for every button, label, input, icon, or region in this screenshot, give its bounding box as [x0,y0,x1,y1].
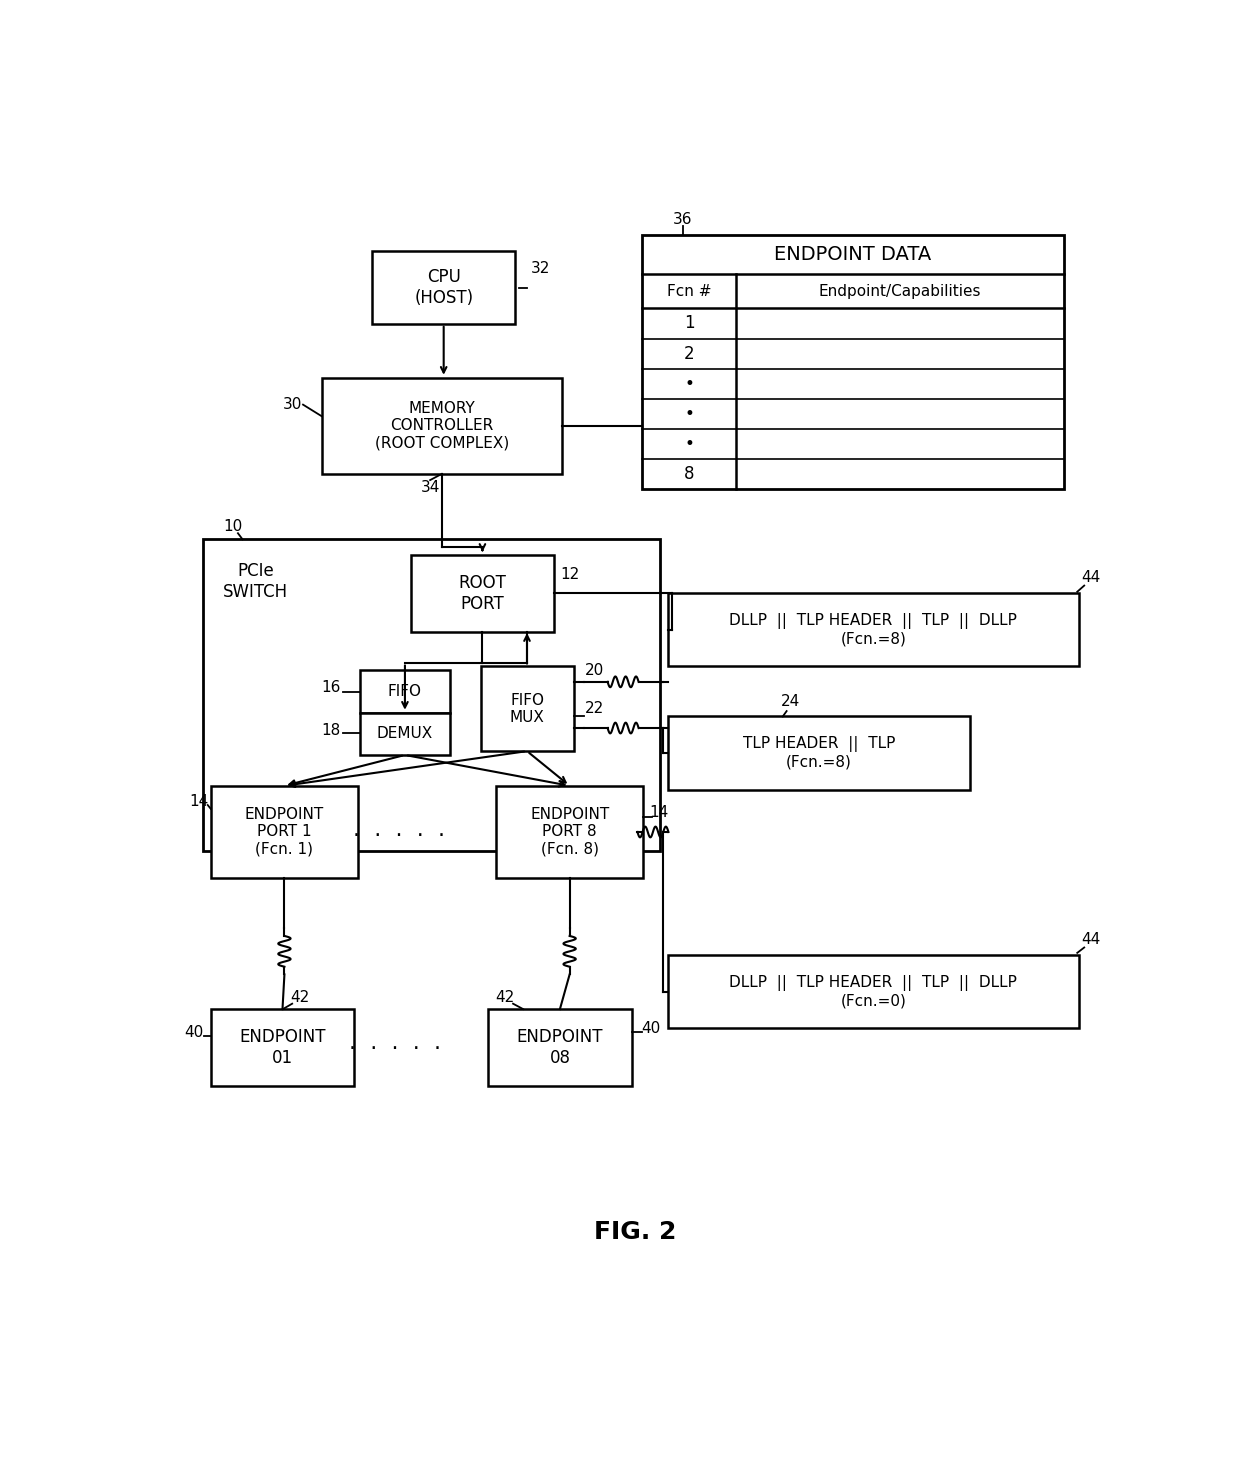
Bar [203,540,660,852]
Text: ENDPOINT
08: ENDPOINT 08 [517,1028,603,1066]
Text: 32: 32 [531,260,549,277]
Text: 42: 42 [496,989,515,1006]
Text: PCIe
SWITCH: PCIe SWITCH [223,562,289,600]
Bar [361,670,449,713]
Text: 10: 10 [223,519,242,534]
Bar [489,1009,631,1086]
Text: 20: 20 [585,663,604,677]
Bar [410,555,554,632]
Text: 44: 44 [1081,932,1101,947]
Text: 8: 8 [683,466,694,484]
Text: TLP HEADER  ||  TLP
(Fcn.=8): TLP HEADER || TLP (Fcn.=8) [743,737,895,769]
Text: FIFO
MUX: FIFO MUX [510,692,544,725]
Bar [211,785,358,879]
Bar [668,593,1079,667]
Text: 2: 2 [683,345,694,362]
Text: ENDPOINT
PORT 1
(Fcn. 1): ENDPOINT PORT 1 (Fcn. 1) [244,808,324,856]
Bar [642,235,1064,490]
Text: ENDPOINT DATA: ENDPOINT DATA [774,246,931,263]
Bar [481,667,573,751]
Bar [668,716,971,790]
Bar [211,1009,355,1086]
Text: 30: 30 [283,398,303,413]
Text: 16: 16 [321,680,341,695]
Text: •: • [684,405,694,423]
Text: 18: 18 [321,723,341,738]
Text: Endpoint/Capabilities: Endpoint/Capabilities [818,284,981,299]
Text: DLLP  ||  TLP HEADER  ||  TLP  ||  DLLP
(Fcn.=0): DLLP || TLP HEADER || TLP || DLLP (Fcn.=… [729,975,1017,1009]
Text: 22: 22 [585,701,604,716]
Text: 1: 1 [683,315,694,333]
Bar [372,250,516,324]
Text: MEMORY
CONTROLLER
(ROOT COMPLEX): MEMORY CONTROLLER (ROOT COMPLEX) [374,401,508,451]
Text: •: • [684,374,694,393]
Text: 40: 40 [184,1025,203,1040]
Text: 14: 14 [190,794,208,809]
Text: FIG. 2: FIG. 2 [594,1220,677,1244]
Text: ·  ·  ·  ·  ·: · · · · · [353,825,445,846]
Text: •: • [684,435,694,453]
Bar [321,377,562,473]
Text: 40: 40 [641,1021,661,1035]
Text: 34: 34 [420,479,440,494]
Text: ·  ·  ·  ·  ·: · · · · · [350,1040,441,1059]
Text: FIFO: FIFO [388,683,422,700]
Text: 24: 24 [781,694,800,708]
Text: DLLP  ||  TLP HEADER  ||  TLP  ||  DLLP
(Fcn.=8): DLLP || TLP HEADER || TLP || DLLP (Fcn.=… [729,614,1017,646]
Bar [668,955,1079,1028]
Text: Fcn #: Fcn # [667,284,712,299]
Text: 12: 12 [560,566,579,581]
Text: ENDPOINT
PORT 8
(Fcn. 8): ENDPOINT PORT 8 (Fcn. 8) [529,808,609,856]
Bar [496,785,644,879]
Text: ROOT
PORT: ROOT PORT [459,574,506,612]
Text: 14: 14 [649,805,668,821]
Text: CPU
(HOST): CPU (HOST) [414,268,474,306]
Bar [361,713,449,754]
Text: 44: 44 [1081,571,1101,586]
Text: 36: 36 [673,213,692,228]
Text: DEMUX: DEMUX [377,726,433,741]
Text: ENDPOINT
01: ENDPOINT 01 [239,1028,326,1066]
Text: 42: 42 [290,989,310,1006]
